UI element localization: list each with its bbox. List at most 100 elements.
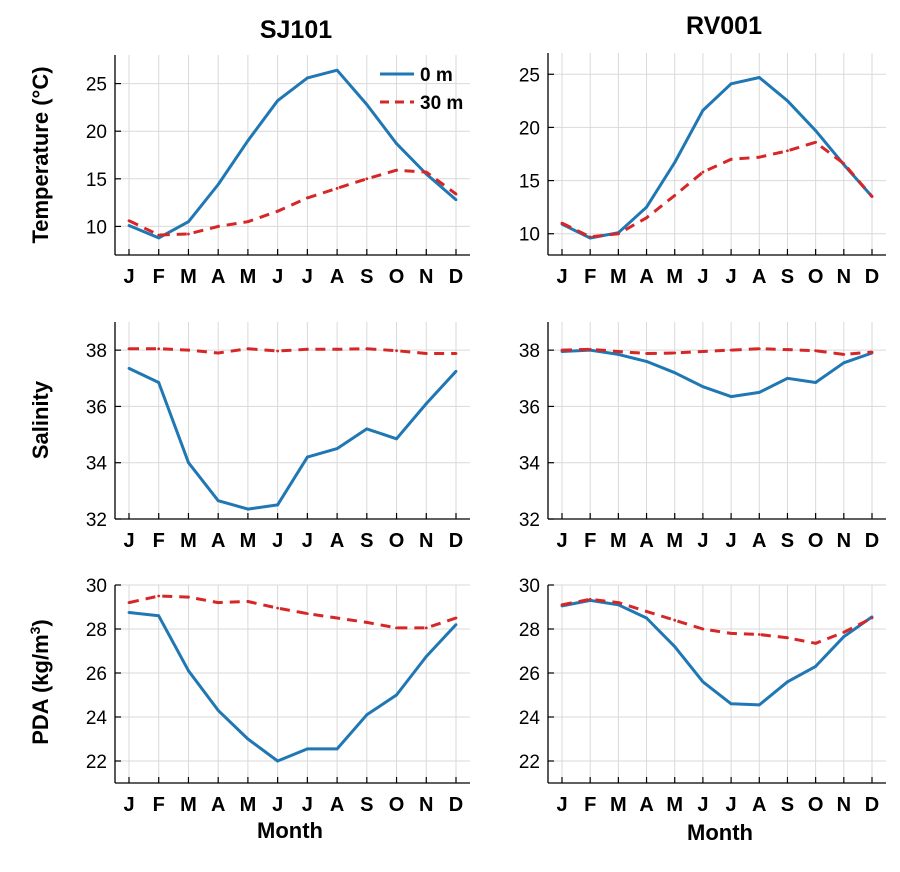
data-point-0m xyxy=(814,129,818,133)
data-point-0m xyxy=(157,381,161,384)
series-line-30m xyxy=(128,168,457,237)
x-tick-label: M xyxy=(240,266,257,288)
data-point-0m xyxy=(187,461,190,465)
data-point-0m xyxy=(454,623,458,626)
x-tick-label: O xyxy=(389,266,405,288)
x-tick-label: D xyxy=(865,266,879,288)
x-tick-label: A xyxy=(639,266,653,288)
data-point-30m xyxy=(157,233,161,237)
y-tick-label: 10 xyxy=(519,225,540,246)
data-point-0m xyxy=(645,205,648,209)
series-line-0m xyxy=(561,598,873,707)
x-tick-label: M xyxy=(180,266,197,288)
data-point-0m xyxy=(842,635,846,639)
x-tick-label: J xyxy=(123,266,134,288)
x-axis-label-right: Month xyxy=(687,820,753,845)
data-point-0m xyxy=(305,455,309,459)
data-point-0m xyxy=(729,702,733,706)
x-tick-label: N xyxy=(837,530,851,552)
data-point-30m xyxy=(335,616,339,620)
x-tick-label: M xyxy=(610,794,627,816)
data-point-30m xyxy=(560,348,564,352)
data-point-30m xyxy=(395,626,398,630)
x-tick-label: F xyxy=(153,530,165,552)
data-point-0m xyxy=(786,99,789,103)
data-point-30m xyxy=(701,627,705,631)
x-tick-label: N xyxy=(837,794,851,816)
x-tick-label: A xyxy=(211,794,225,816)
x-tick-label: N xyxy=(419,794,433,816)
data-point-0m xyxy=(814,665,818,668)
data-point-0m xyxy=(335,747,339,751)
data-point-0m xyxy=(276,503,280,507)
y-tick-label: 32 xyxy=(86,510,107,531)
data-point-30m xyxy=(588,347,592,351)
x-tick-label: J xyxy=(302,266,313,288)
data-point-30m xyxy=(424,626,428,630)
data-point-0m xyxy=(454,369,458,373)
data-point-30m xyxy=(645,610,648,613)
data-point-30m xyxy=(276,209,280,213)
x-tick-label: M xyxy=(240,530,257,552)
x-tick-label: N xyxy=(837,266,851,288)
data-point-0m xyxy=(365,427,369,431)
y-tick-label: 25 xyxy=(519,65,540,86)
data-point-0m xyxy=(757,76,761,79)
data-point-30m xyxy=(616,601,620,604)
x-tick-label: D xyxy=(449,266,463,288)
data-point-30m xyxy=(673,618,677,622)
data-point-30m xyxy=(814,349,818,353)
data-point-30m xyxy=(842,162,846,165)
x-tick-label: J xyxy=(726,794,737,816)
data-point-0m xyxy=(673,371,677,375)
x-tick-label: S xyxy=(360,266,373,288)
data-point-30m xyxy=(187,232,190,236)
x-tick-label: J xyxy=(302,794,313,816)
x-tick-label: D xyxy=(449,530,463,552)
data-point-30m xyxy=(187,595,190,599)
data-point-30m xyxy=(729,157,733,161)
y-tick-label: 30 xyxy=(519,576,540,597)
x-tick-label: O xyxy=(389,530,405,552)
x-tick-label: F xyxy=(584,266,596,288)
x-tick-label: M xyxy=(666,794,683,816)
data-point-30m xyxy=(870,195,874,198)
x-tick-label: J xyxy=(726,530,737,552)
y-tick-label: 20 xyxy=(519,118,540,139)
x-tick-label: A xyxy=(330,794,344,816)
series-line-30m xyxy=(561,140,874,239)
data-point-0m xyxy=(216,183,220,186)
column-title-rv001: RV001 xyxy=(686,12,762,40)
x-tick-label: D xyxy=(449,794,463,816)
data-point-0m xyxy=(305,76,309,80)
data-point-30m xyxy=(127,347,131,351)
data-point-0m xyxy=(246,507,250,511)
data-point-0m xyxy=(157,614,161,618)
data-point-30m xyxy=(365,177,369,181)
x-tick-label: J xyxy=(556,530,567,552)
data-point-0m xyxy=(246,737,250,741)
data-point-0m xyxy=(757,703,761,707)
data-point-0m xyxy=(187,669,190,673)
x-tick-label: S xyxy=(781,530,794,552)
data-point-0m xyxy=(701,385,705,389)
data-point-30m xyxy=(870,616,874,620)
data-point-0m xyxy=(424,655,428,658)
x-tick-label: M xyxy=(240,794,257,816)
x-tick-label: J xyxy=(302,530,313,552)
data-point-0m xyxy=(365,713,369,717)
data-point-30m xyxy=(729,348,733,352)
data-point-0m xyxy=(673,645,677,648)
data-point-30m xyxy=(842,630,846,634)
data-point-30m xyxy=(757,347,761,351)
series-line-0m xyxy=(128,367,458,511)
y-axis-label-salinity: Salinity xyxy=(28,380,53,459)
data-point-0m xyxy=(645,616,648,620)
data-point-30m xyxy=(673,351,677,355)
